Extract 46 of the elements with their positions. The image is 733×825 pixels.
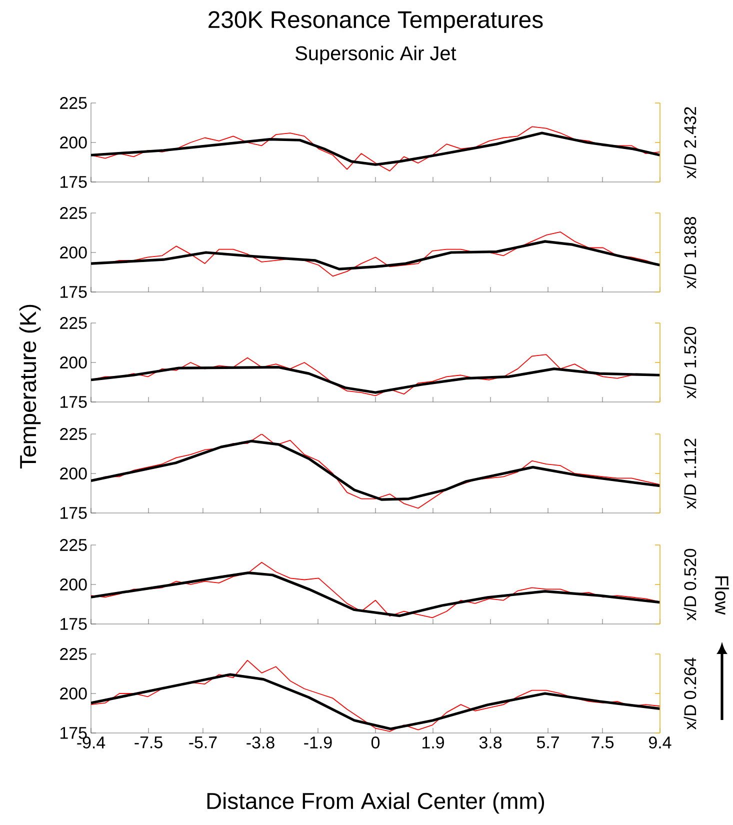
chart-subtitle: Supersonic Air Jet <box>296 46 456 64</box>
y-axis-title: Temperature (K) <box>19 304 41 468</box>
x-tick-label: -3.8 <box>246 736 274 749</box>
line-series <box>91 673 660 730</box>
x-tick-label: 9.4 <box>649 736 672 749</box>
x-tick-label: 1.9 <box>422 736 444 749</box>
line-series <box>91 572 660 618</box>
y-tick-label: 225 <box>60 428 87 440</box>
y-tick-label: 225 <box>60 648 87 660</box>
y-tick-label: 200 <box>60 578 87 590</box>
y2-axis-title: x/D 1.888 <box>684 216 696 289</box>
y2-axis-title: x/D 1.112 <box>684 438 696 509</box>
y-tick-label: 200 <box>60 687 87 700</box>
y-tick-label: 175 <box>60 286 87 298</box>
y-tick-label: 200 <box>60 246 87 258</box>
y-tick-label: 225 <box>60 316 87 329</box>
y-tick-label: 200 <box>60 356 87 368</box>
line-series <box>91 366 660 394</box>
x-tick-label: -1.9 <box>304 736 332 749</box>
x-tick-label: 0 <box>371 736 380 749</box>
y-tick-label: 225 <box>60 206 87 219</box>
x-tick-label: 7.5 <box>592 736 614 748</box>
y-tick-label: 175 <box>60 176 87 188</box>
x-axis-title: Distance From Axial Center (mm) <box>207 792 544 814</box>
y-tick-label: 175 <box>60 618 87 630</box>
y-tick-label: 200 <box>60 136 87 148</box>
y-tick-label: 225 <box>60 538 87 551</box>
y-tick-label: 175 <box>60 396 87 408</box>
text: Flow <box>715 576 729 615</box>
line-series <box>91 440 660 501</box>
chart-title: 230K Resonance Temperatures <box>208 11 543 33</box>
x-tick-label: 5.7 <box>536 736 559 748</box>
y2-axis-title: x/D 0.520 <box>684 548 696 621</box>
y2-axis-title: x/D 2.432 <box>684 107 696 179</box>
x-tick-label: 3.8 <box>479 736 502 749</box>
line-series <box>91 132 660 166</box>
y-tick-label: 175 <box>60 727 87 739</box>
y2-axis-title: x/D 1.520 <box>684 326 696 399</box>
x-tick-label: -7.5 <box>134 736 162 748</box>
y-tick-label: 225 <box>60 96 87 109</box>
line-series <box>91 240 660 270</box>
x-tick-label: -5.7 <box>189 736 217 748</box>
y2-axis-title: x/D 0.264 <box>684 658 696 730</box>
y-tick-label: 200 <box>60 467 87 480</box>
y-tick-label: 175 <box>60 507 87 519</box>
x-tick-label: -9.4 <box>77 736 106 749</box>
